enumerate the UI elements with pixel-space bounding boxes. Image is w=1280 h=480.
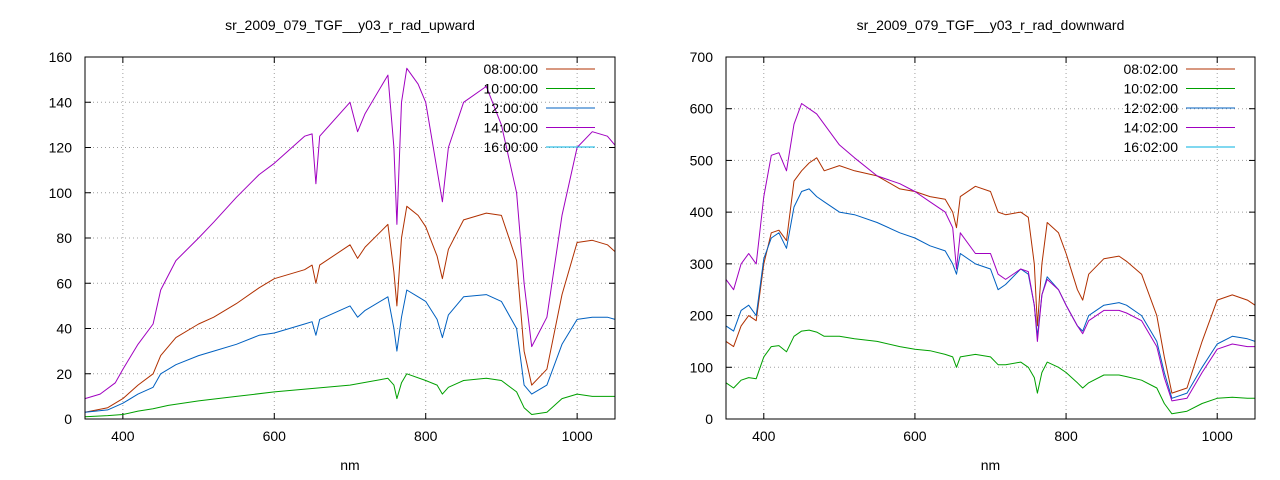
series-line-2: [725, 329, 1255, 415]
legend-label: 10:00:00: [484, 81, 539, 97]
y-tick-label: 300: [690, 256, 714, 272]
y-tick-label: 40: [56, 321, 72, 337]
series-line-2: [84, 373, 615, 418]
y-tick-label: 400: [690, 204, 714, 220]
legend-label: 08:02:00: [1124, 61, 1179, 77]
legend: 08:00:00 10:00:00 12:00:00 14:00:00 16:00:00: [484, 61, 595, 155]
legend-label: 14:02:00: [1124, 120, 1179, 136]
legend-label: 16:00:00: [484, 139, 539, 155]
series-line-4: [725, 103, 1255, 402]
y-tick-label: 100: [49, 185, 73, 201]
legend-label: 12:00:00: [484, 100, 539, 116]
y-tick-label: 500: [690, 152, 714, 168]
series-line-3: [84, 289, 616, 413]
x-tick-label: 1000: [562, 428, 593, 444]
x-tick-label: 800: [1054, 428, 1078, 444]
x-tick-label: 1000: [1202, 428, 1233, 444]
x-tick-label: 600: [263, 428, 287, 444]
plot-frame: [725, 56, 1256, 420]
plot-frame: [84, 56, 616, 420]
y-tick-label: 0: [705, 411, 713, 427]
chart-2: sr_2009_079_TGF__y03_r_rad_downward 400 60…: [690, 17, 1256, 473]
x-axis-label: nm: [981, 457, 1000, 473]
y-tick-label: 700: [690, 49, 714, 65]
y-tick-label: 80: [56, 230, 72, 246]
y-tick-label: 0: [64, 411, 72, 427]
x-tick-label: 800: [414, 428, 438, 444]
chart-title: sr_2009_079_TGF__y03_r_rad_upward: [225, 17, 475, 33]
y-tick-label: 60: [56, 275, 72, 291]
legend-label: 16:02:00: [1124, 139, 1179, 155]
x-tick-label: 400: [111, 428, 135, 444]
y-tick-label: 20: [56, 366, 72, 382]
y-tick-label: 200: [690, 308, 714, 324]
x-tick-label: 400: [752, 428, 776, 444]
y-tick-label: 100: [690, 359, 714, 375]
series-line-1: [725, 157, 1256, 394]
legend-label: 10:02:00: [1124, 81, 1179, 97]
y-tick-label: 600: [690, 101, 714, 117]
legend-label: 14:00:00: [484, 120, 539, 136]
x-tick-label: 600: [903, 428, 927, 444]
y-tick-label: 140: [49, 94, 73, 110]
chart-title: sr_2009_079_TGF__y03_r_rad_downward: [857, 17, 1125, 33]
legend: 08:02:00 10:02:00 12:02:00 14:02:00 16:02:00: [1124, 61, 1235, 155]
legend-label: 12:02:00: [1124, 100, 1179, 116]
series-line-1: [84, 205, 616, 413]
y-tick-label: 160: [49, 49, 73, 65]
series-line-4: [84, 67, 616, 400]
y-tick-label: 120: [49, 140, 73, 156]
x-axis-label: nm: [340, 457, 359, 473]
series-line-3: [725, 188, 1256, 399]
legend-label: 08:00:00: [484, 61, 539, 77]
